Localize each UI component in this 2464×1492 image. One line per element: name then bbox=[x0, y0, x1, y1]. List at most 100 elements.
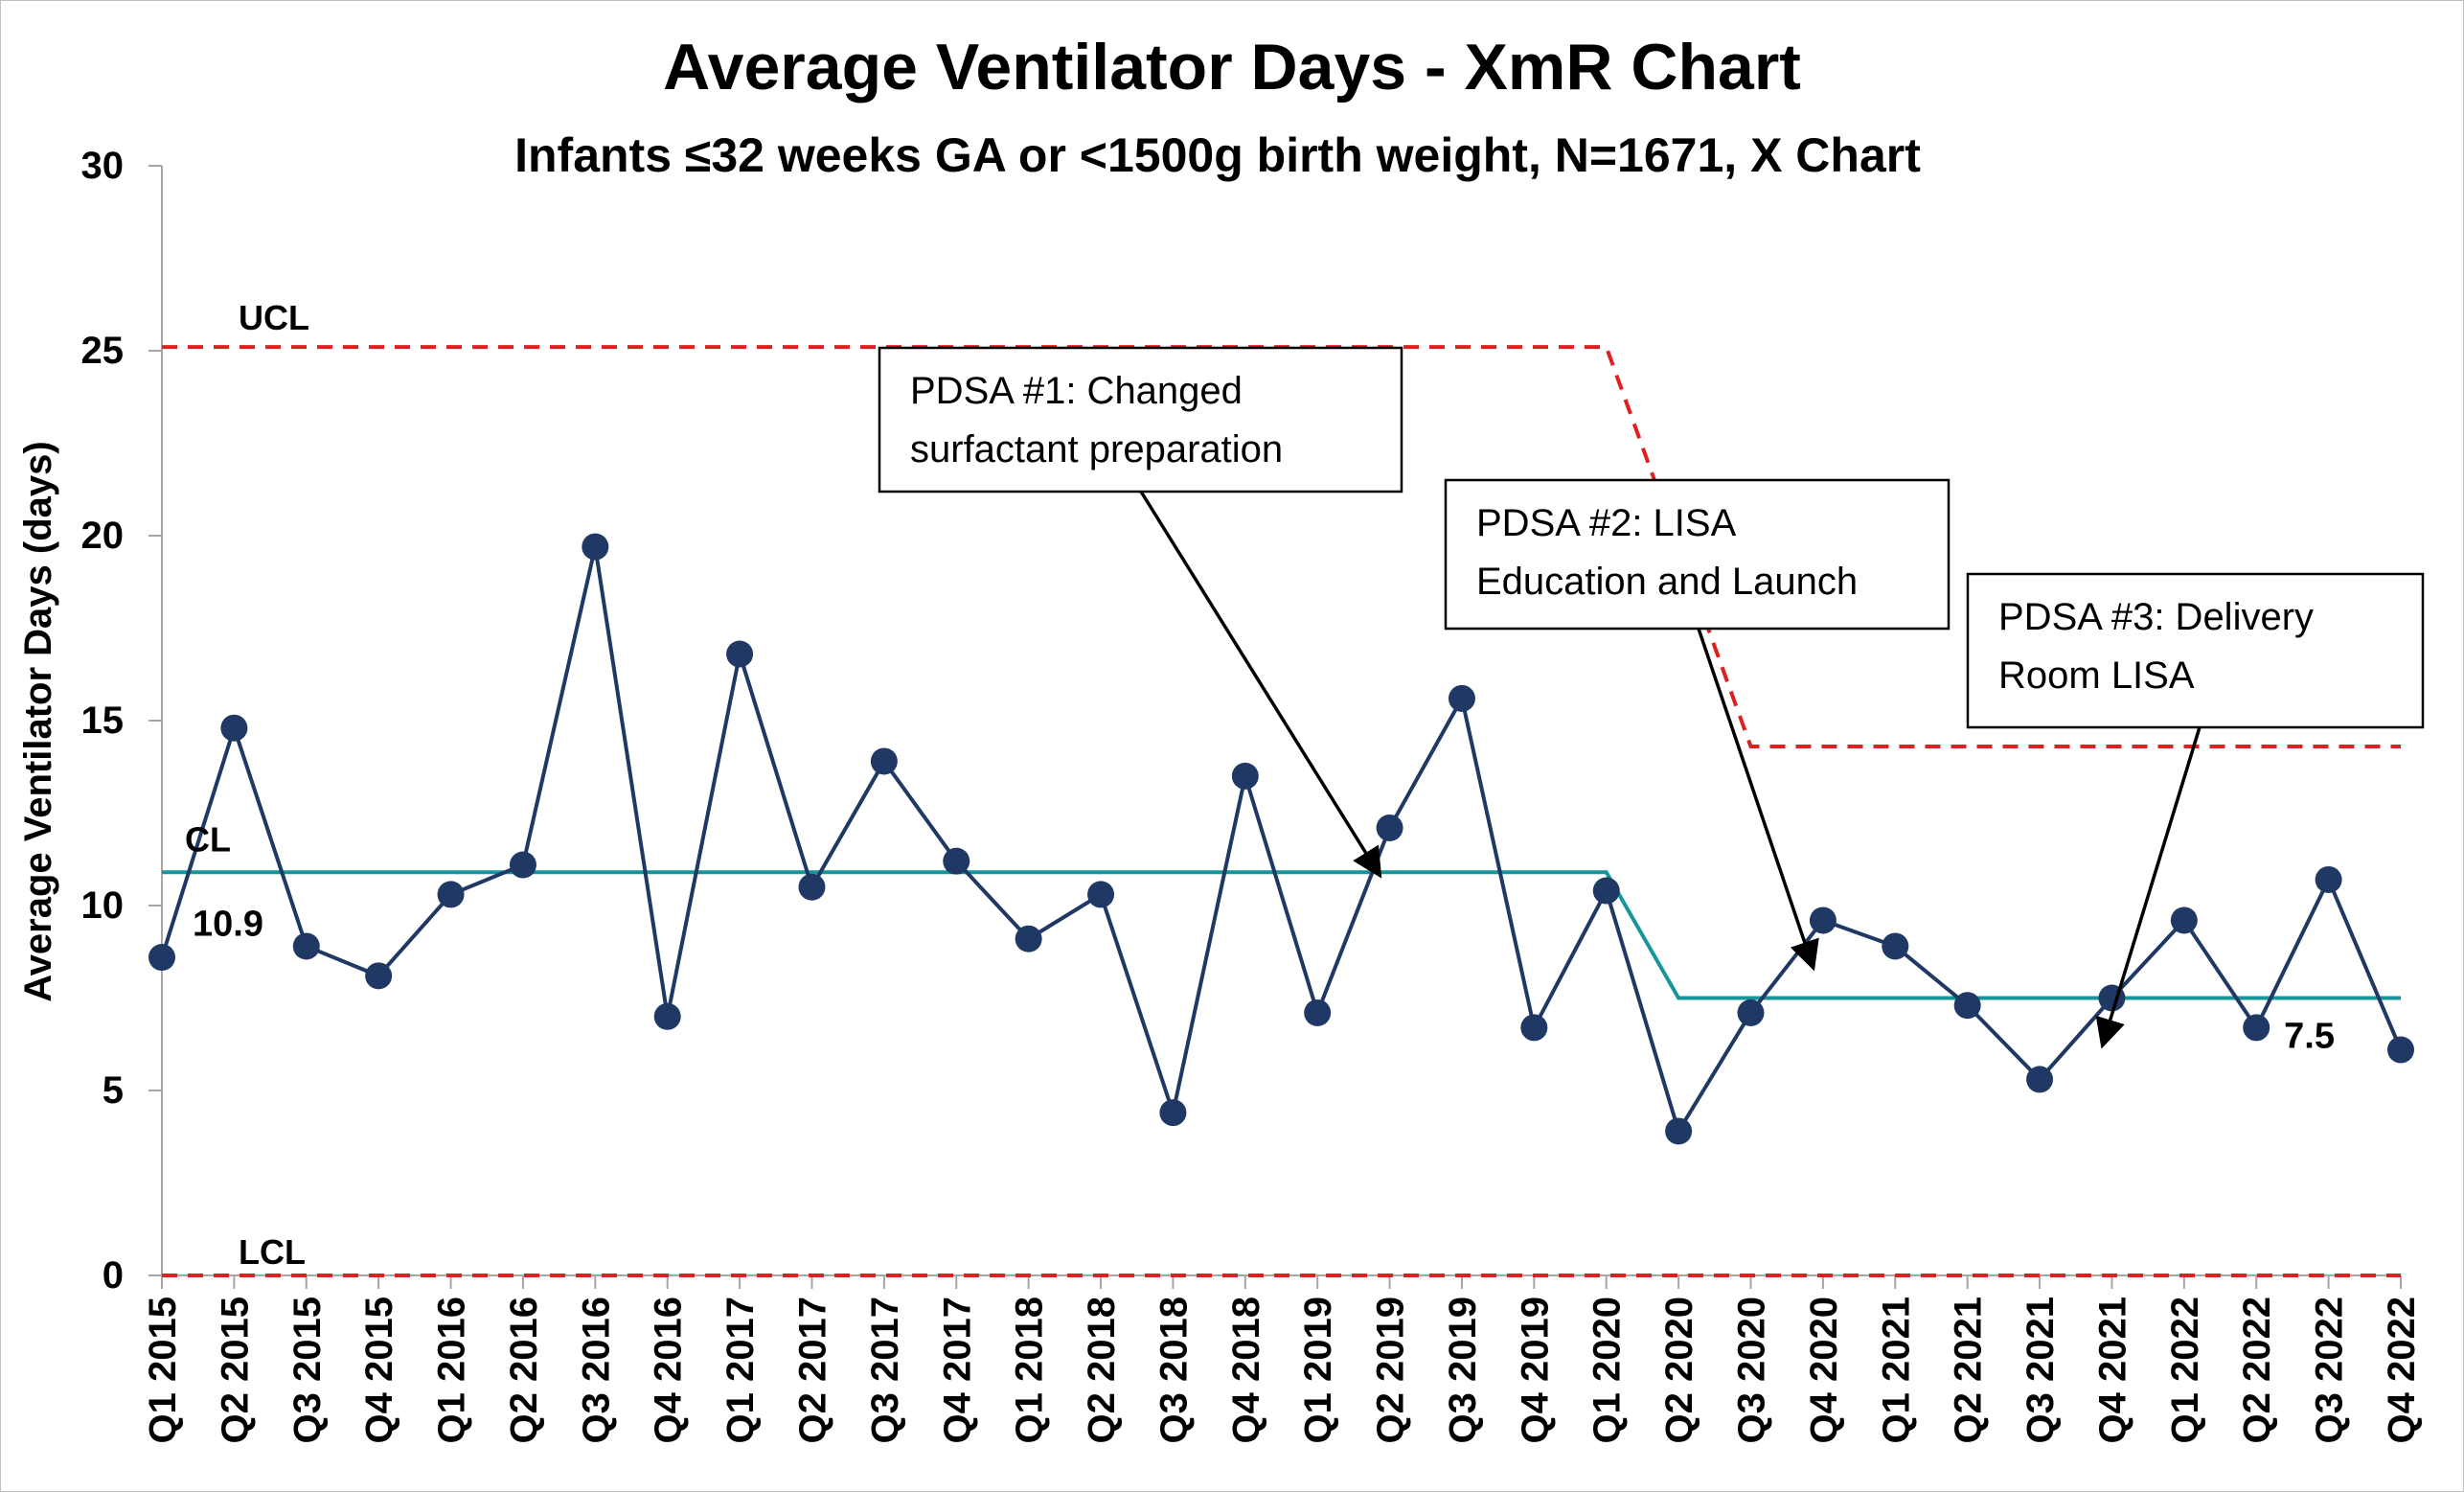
data-point bbox=[1520, 1014, 1548, 1042]
x-tick-label: Q3 2021 bbox=[2019, 1297, 2062, 1443]
chart-subtitle: Infants ≤32 weeks GA or <1500g birth wei… bbox=[514, 128, 1921, 182]
cl-value-label-after: 7.5 bbox=[2284, 1017, 2335, 1057]
annotation-arrow bbox=[1139, 491, 1382, 879]
x-tick-label: Q4 2021 bbox=[2091, 1297, 2133, 1443]
x-tick-label: Q4 2022 bbox=[2381, 1297, 2423, 1443]
x-tick-label: Q1 2022 bbox=[2164, 1297, 2206, 1443]
annotation-box bbox=[878, 346, 1403, 494]
x-tick-label: Q3 2016 bbox=[575, 1297, 617, 1443]
annotation-2: PDSA #2: LISA Education and Launch bbox=[1444, 478, 1951, 972]
chart-title: Average Ventilator Days - XmR Chart bbox=[663, 31, 1801, 103]
y-tick-label: 10 bbox=[81, 884, 125, 927]
line-labels: UCL CL LCL 10.9 7.5 bbox=[185, 298, 2335, 1272]
x-tick-label: Q4 2015 bbox=[358, 1297, 400, 1443]
cl-value-label-before: 10.9 bbox=[193, 904, 263, 944]
x-tick-label: Q4 2016 bbox=[648, 1297, 690, 1443]
annotation-text: surfactant preparation bbox=[910, 428, 1283, 471]
data-point bbox=[1159, 1099, 1187, 1127]
x-tick-label: Q1 2019 bbox=[1297, 1297, 1339, 1443]
y-tick-label: 0 bbox=[103, 1254, 124, 1297]
x-tick-label: Q3 2017 bbox=[864, 1297, 906, 1443]
data-point bbox=[1809, 907, 1837, 934]
x-tick-label: Q3 2022 bbox=[2309, 1297, 2351, 1443]
x-tick-label: Q1 2021 bbox=[1875, 1297, 1917, 1443]
data-point bbox=[1015, 925, 1042, 953]
x-tick-label: Q1 2020 bbox=[1586, 1297, 1629, 1443]
data-point bbox=[509, 851, 536, 879]
data-point bbox=[1592, 877, 1620, 905]
x-tick-label: Q2 2019 bbox=[1370, 1297, 1412, 1443]
y-tick-label: 25 bbox=[81, 330, 125, 372]
x-tick-label: Q1 2016 bbox=[431, 1297, 473, 1443]
x-tick-label: Q2 2017 bbox=[791, 1297, 833, 1443]
data-point bbox=[2170, 907, 2198, 934]
annotation-arrow bbox=[2095, 726, 2202, 1049]
data-point bbox=[148, 944, 175, 972]
cl-label: CL bbox=[185, 819, 231, 859]
x-tick-label: Q2 2016 bbox=[503, 1297, 545, 1443]
data-point bbox=[365, 962, 393, 990]
annotation-text: PDSA #1: Changed bbox=[910, 370, 1243, 412]
annotation-3: PDSA #3: Delivery Room LISA bbox=[1966, 572, 2425, 1049]
data-point bbox=[653, 1002, 681, 1030]
center-line bbox=[162, 870, 2401, 1000]
x-tick-label: Q4 2018 bbox=[1225, 1297, 1267, 1443]
data-point bbox=[1231, 762, 1259, 790]
data-point bbox=[943, 847, 970, 875]
data-point bbox=[292, 932, 320, 960]
x-tick-label: Q4 2017 bbox=[936, 1297, 978, 1443]
x-tick-label: Q3 2019 bbox=[1442, 1297, 1484, 1443]
data-series bbox=[148, 533, 2414, 1145]
data-point bbox=[1448, 684, 1475, 712]
series-line bbox=[160, 544, 2403, 1134]
data-point bbox=[1882, 932, 1909, 960]
x-tick-label: Q1 2015 bbox=[142, 1297, 184, 1443]
y-tick-label: 30 bbox=[81, 145, 125, 187]
annotation-arrow bbox=[1697, 628, 1819, 972]
data-point bbox=[2026, 1066, 2054, 1093]
x-tick-label: Q2 2022 bbox=[2236, 1297, 2278, 1443]
lcl-label: LCL bbox=[239, 1232, 306, 1272]
y-axis-title: Average Ventilator Days (days) bbox=[17, 441, 59, 1001]
annotation-1: PDSA #1: Changed surfactant preparation bbox=[878, 346, 1403, 879]
annotation-text: PDSA #2: LISA bbox=[1476, 502, 1737, 544]
axes: 0 5 10 15 20 25 30 Q1 2015 Q2 2015 Q3 2015 Q4 2015… bbox=[81, 145, 2424, 1443]
x-tick-label: Q4 2019 bbox=[1514, 1297, 1556, 1443]
data-point bbox=[1087, 881, 1115, 908]
data-point bbox=[1737, 998, 1765, 1026]
x-tick-label: Q4 2020 bbox=[1803, 1297, 1845, 1443]
data-point bbox=[870, 747, 898, 775]
x-tick-label: Q1 2018 bbox=[1009, 1297, 1051, 1443]
data-point bbox=[1376, 814, 1403, 841]
x-tick-label: Q3 2015 bbox=[286, 1297, 329, 1443]
data-point bbox=[2387, 1036, 2414, 1064]
x-tick-label: Q1 2017 bbox=[719, 1297, 762, 1443]
y-tick-label: 5 bbox=[103, 1069, 124, 1112]
ucl-label: UCL bbox=[239, 298, 309, 337]
data-point bbox=[1665, 1117, 1693, 1145]
data-point bbox=[798, 873, 826, 901]
data-point bbox=[2315, 865, 2342, 893]
data-point bbox=[437, 881, 465, 908]
data-point bbox=[2243, 1014, 2270, 1042]
x-tick-label: Q2 2015 bbox=[214, 1297, 256, 1443]
annotation-text: PDSA #3: Delivery bbox=[1998, 596, 2314, 638]
x-tick-label: Q2 2021 bbox=[1948, 1297, 1990, 1443]
annotation-text: Room LISA bbox=[1998, 654, 2195, 697]
x-tick-label: Q3 2018 bbox=[1152, 1297, 1195, 1443]
x-tick-label: Q2 2018 bbox=[1081, 1297, 1123, 1443]
x-tick-label: Q3 2020 bbox=[1731, 1297, 1773, 1443]
annotation-box bbox=[1966, 572, 2425, 729]
x-tick-label: Q2 2020 bbox=[1658, 1297, 1700, 1443]
data-point bbox=[1304, 998, 1332, 1026]
annotation-box bbox=[1444, 478, 1951, 631]
y-tick-label: 20 bbox=[81, 515, 125, 557]
annotation-text: Education and Launch bbox=[1476, 561, 1858, 603]
data-point bbox=[726, 640, 754, 668]
data-point bbox=[1953, 992, 1981, 1020]
y-tick-label: 15 bbox=[81, 700, 125, 742]
data-point bbox=[220, 714, 248, 742]
